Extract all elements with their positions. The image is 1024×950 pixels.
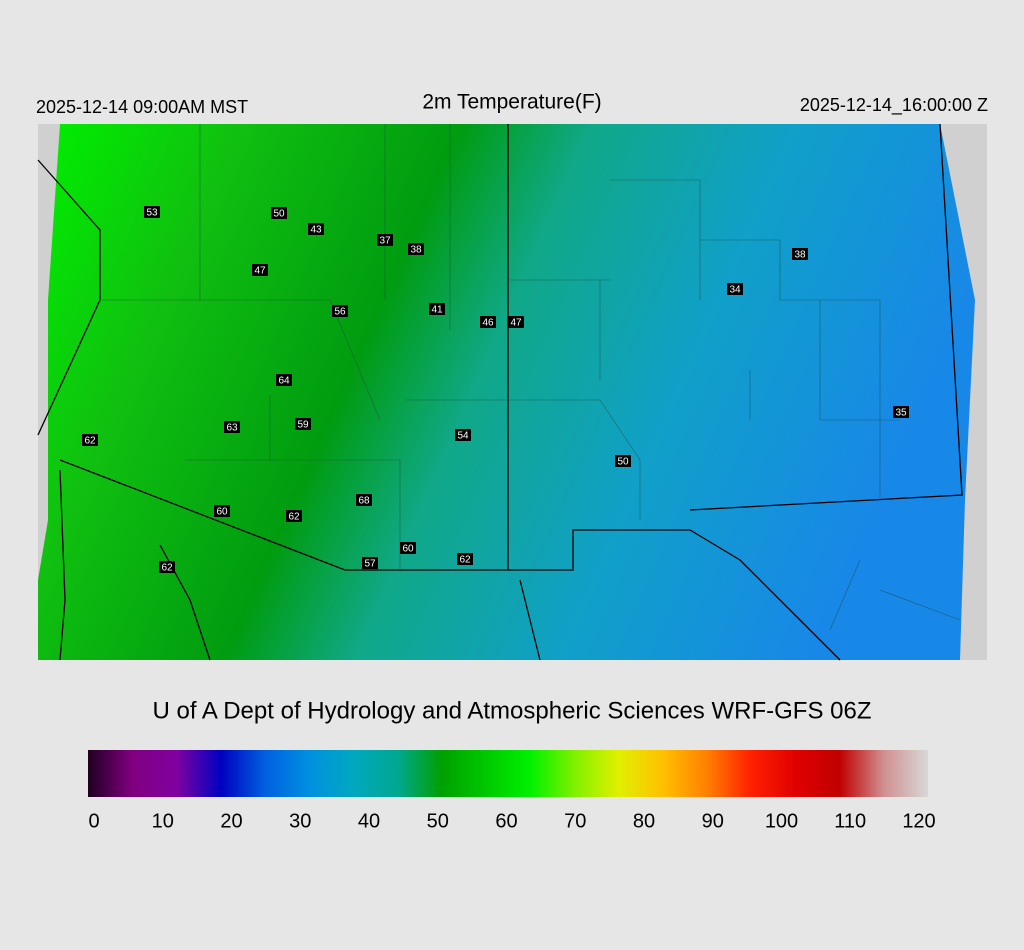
colorbar-tick-label: 10 [152, 810, 174, 832]
station-value: 38 [410, 245, 422, 256]
colorbar-tick-label: 100 [765, 810, 798, 832]
station-box [356, 494, 372, 506]
map [37, 123, 987, 661]
station-value: 46 [482, 318, 494, 329]
station-box [276, 374, 292, 386]
station-box [308, 223, 324, 235]
station-value: 62 [288, 512, 300, 523]
colorbar-tick-label: 0 [88, 810, 99, 832]
station-value: 62 [459, 555, 471, 566]
colorbar-tick-label: 90 [702, 810, 724, 832]
station-value: 34 [729, 285, 741, 296]
station-box [144, 206, 160, 218]
footer: U of A Dept of Hydrology and Atmospheric… [153, 697, 872, 724]
station-value: 50 [273, 209, 285, 220]
station-value: 37 [379, 236, 391, 247]
station-box [332, 305, 348, 317]
station-box [615, 455, 631, 467]
colorbar-tick-label: 20 [220, 810, 242, 832]
station-value: 53 [146, 208, 158, 219]
station-value: 47 [510, 318, 522, 329]
station-value: 57 [364, 559, 376, 570]
colorbar-tick-label: 30 [289, 810, 311, 832]
colorbar-tick-label: 70 [564, 810, 586, 832]
colorbar: 0 10 20 30 40 50 60 70 80 90 100 110 120 [88, 750, 936, 832]
station-value: 54 [457, 431, 469, 442]
station-value: 59 [297, 420, 309, 431]
station-value: 62 [84, 436, 96, 447]
station-value: 56 [334, 307, 346, 318]
station-value: 35 [895, 408, 907, 419]
station-value: 64 [278, 376, 290, 387]
station-box [377, 234, 393, 246]
title: 2m Temperature(F) [422, 91, 601, 114]
station-value: 63 [226, 423, 238, 434]
colorbar-ramp [88, 750, 928, 797]
station-box [271, 207, 287, 219]
colorbar-tick-label: 110 [834, 810, 866, 832]
station-value: 50 [617, 457, 629, 468]
stations: 53 50 43 37 38 47 56 41 46 47 34 38 64 63 59 54 62 50 35 68… [82, 206, 909, 574]
station-value: 68 [358, 496, 370, 507]
colorbar-tick-label: 120 [902, 810, 935, 832]
station-box [792, 248, 808, 260]
station-value: 38 [794, 250, 806, 261]
station-value: 60 [402, 544, 414, 555]
colorbar-tick-label: 50 [427, 810, 449, 832]
station-box [893, 406, 909, 418]
station-value: 41 [431, 305, 443, 316]
colorbar-tick-label: 40 [358, 810, 380, 832]
station-value: 60 [216, 507, 228, 518]
station-box [214, 505, 230, 517]
station-box [508, 316, 524, 328]
station-value: 43 [310, 225, 322, 236]
station-box [82, 434, 98, 446]
station-box [408, 243, 424, 255]
station-box [455, 429, 471, 441]
station-box [362, 557, 378, 569]
station-value: 62 [161, 563, 173, 574]
station-box [480, 316, 496, 328]
station-box [457, 553, 473, 565]
station-box [252, 264, 268, 276]
station-box [400, 542, 416, 554]
valid-utc: 2025-12-14_16:00:00 Z [800, 95, 988, 116]
station-box [224, 421, 240, 433]
station-box [286, 510, 302, 522]
station-value: 47 [254, 266, 266, 277]
station-box [429, 303, 445, 315]
colorbar-tick-label: 60 [495, 810, 517, 832]
station-box [727, 283, 743, 295]
valid-local: 2025-12-14 09:00AM MST [36, 97, 248, 117]
station-box [159, 561, 175, 573]
station-box [295, 418, 311, 430]
colorbar-tick-label: 80 [633, 810, 655, 832]
